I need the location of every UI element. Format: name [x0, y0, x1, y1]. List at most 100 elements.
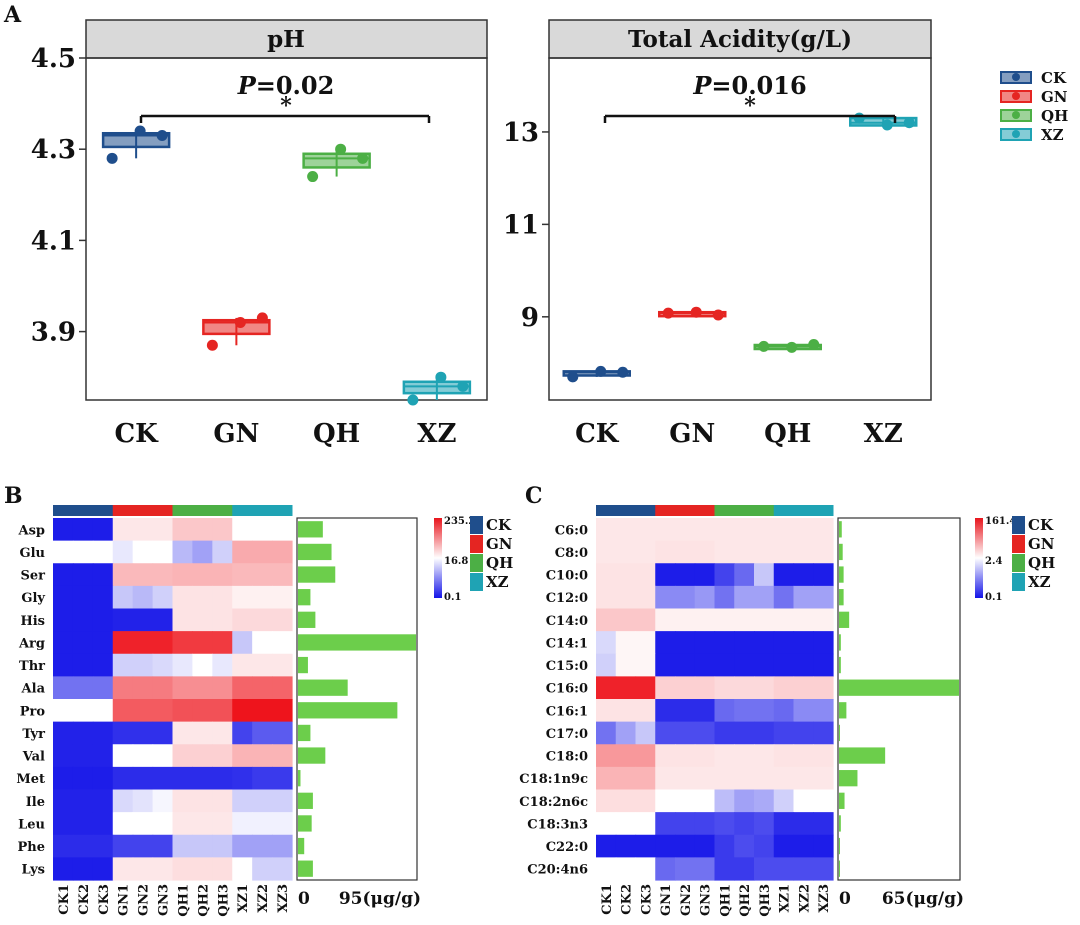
amino-scale-label: 16.8: [444, 556, 468, 567]
amino-cell: [232, 834, 253, 858]
fatty-cell: [596, 834, 617, 858]
amino-cell: [92, 699, 114, 723]
amino-cell: [232, 631, 253, 655]
fatty-cell: [615, 721, 637, 745]
amino-col-label: XZ1: [236, 884, 251, 913]
fatty-cell: [734, 812, 755, 836]
acidity-p-annotation: P=0.016: [692, 71, 806, 100]
amino-cell: [112, 744, 134, 768]
fatty-cell: [615, 585, 637, 610]
amino-cell: [252, 585, 273, 610]
amino-col-label: CK1: [57, 884, 72, 915]
fatty-cell: [793, 812, 814, 836]
ph-title-strip: [85, 19, 488, 59]
amino-cell: [232, 676, 253, 700]
fatty-cell: [793, 631, 814, 655]
amino-cell: [212, 857, 233, 881]
amino-cell: [252, 766, 273, 791]
ph-point-ck: [106, 152, 118, 164]
amino-cell: [132, 518, 154, 542]
fatty-bar: [839, 656, 841, 674]
amino-cell: [112, 540, 134, 564]
amino-cell: [152, 585, 174, 610]
fatty-cell: [734, 766, 755, 791]
amino-cell: [72, 676, 94, 700]
ph-point-gn: [234, 316, 246, 328]
fatty-group-bar-qh: [714, 505, 775, 516]
amino-col-label: CK2: [77, 884, 92, 915]
fatty-cell: [675, 631, 696, 655]
acidity-title-strip: [548, 19, 932, 59]
legend-dot-xz: [1012, 130, 1020, 138]
fatty-cell: [615, 676, 637, 700]
amino-cell: [172, 834, 194, 858]
amino-cell: [272, 789, 293, 813]
fatty-cell: [655, 857, 676, 881]
fatty-col-label: CK3: [639, 884, 654, 915]
fatty-cell: [596, 608, 617, 632]
fatty-cell: [615, 653, 637, 677]
fatty-cell: [793, 676, 814, 700]
acidity-p-value: =0.016: [711, 71, 806, 100]
amino-cell: [152, 631, 174, 655]
acidity-p-label: P: [692, 71, 712, 100]
amino-legend-swatch-xz: [470, 573, 483, 591]
acidity-point-xz: [881, 119, 893, 131]
fatty-cell: [773, 585, 795, 610]
fatty-cell: [675, 744, 696, 768]
fatty-cell: [615, 812, 637, 836]
fatty-color-scale: [975, 518, 983, 598]
amino-cell: [152, 834, 174, 858]
fatty-cell: [773, 834, 795, 858]
acidity-point-ck: [567, 371, 579, 383]
fatty-cell: [793, 699, 814, 723]
ph-point-xz: [457, 380, 469, 392]
fatty-cell: [773, 721, 795, 745]
fatty-cell: [655, 563, 676, 587]
fatty-cell: [734, 676, 755, 700]
panel-letter-b: B: [4, 483, 23, 509]
amino-cell: [72, 699, 94, 723]
fatty-cell: [635, 540, 656, 564]
amino-cell: [53, 812, 74, 836]
fatty-row-label: C18:0: [546, 750, 588, 765]
amino-cell: [172, 653, 194, 677]
amino-cell: [112, 789, 134, 813]
fatty-cell: [635, 766, 656, 791]
amino-row-label: Lys: [21, 863, 45, 878]
fatty-bar: [839, 792, 845, 809]
legend-label-gn: GN: [1041, 88, 1068, 106]
fatty-cell: [596, 676, 617, 700]
amino-cell: [232, 653, 253, 677]
fatty-cell: [675, 789, 696, 813]
amino-row-label: Phe: [18, 840, 46, 855]
amino-cell: [112, 766, 134, 791]
amino-cell: [272, 857, 293, 881]
ph-ytick-label: 4.5: [31, 44, 76, 74]
amino-legend-label-ck: CK: [486, 516, 512, 534]
fatty-cell: [694, 699, 716, 723]
fatty-col-label: XZ3: [817, 884, 832, 913]
amino-cell: [172, 812, 194, 836]
amino-cell: [172, 563, 194, 587]
amino-cell: [132, 744, 154, 768]
fatty-cell: [615, 834, 637, 858]
amino-cell: [232, 699, 253, 723]
fatty-legend-label-xz: XZ: [1028, 573, 1051, 591]
amino-cell: [132, 789, 154, 813]
amino-cell: [172, 585, 194, 610]
fatty-row-label: C16:0: [546, 682, 588, 697]
amino-bar-axis-min: 0: [298, 889, 310, 909]
amino-cell: [252, 608, 273, 632]
amino-cell: [152, 540, 174, 564]
fatty-cell: [635, 608, 656, 632]
amino-cell: [252, 721, 273, 745]
fatty-cell: [635, 857, 656, 881]
amino-cell: [192, 744, 213, 768]
amino-cell: [252, 631, 273, 655]
amino-cell: [252, 699, 273, 723]
amino-cell: [192, 834, 213, 858]
acidity-xtick-label-gn: GN: [669, 419, 715, 449]
amino-cell: [152, 563, 174, 587]
